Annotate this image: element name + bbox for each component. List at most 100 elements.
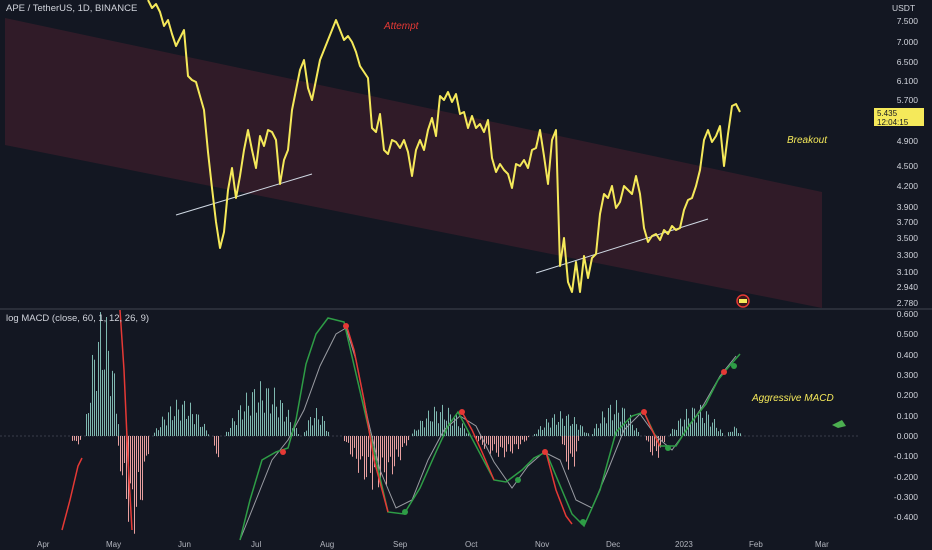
crossover-dot — [665, 445, 671, 451]
histogram-bar — [556, 424, 557, 436]
histogram-bar — [680, 418, 681, 436]
histogram-bar — [674, 429, 675, 436]
histogram-bar — [712, 422, 713, 436]
histogram-bar — [216, 436, 217, 454]
histogram-bar — [328, 431, 329, 436]
histogram-bar — [528, 436, 529, 438]
histogram-bar — [524, 436, 525, 442]
time-axis-label: Aug — [320, 540, 335, 549]
histogram-bar — [118, 424, 119, 436]
histogram-bar — [486, 436, 487, 444]
histogram-bar — [356, 436, 357, 459]
histogram-bar — [422, 420, 423, 436]
histogram-bar — [572, 436, 573, 457]
histogram-bar — [100, 312, 101, 436]
histogram-bar — [314, 418, 315, 436]
histogram-bar — [430, 421, 431, 436]
histogram-bar — [104, 369, 105, 436]
macd-line-down-1 — [61, 457, 83, 531]
histogram-bar — [566, 436, 567, 462]
time-axis-label: Feb — [749, 540, 763, 549]
time-axis-label: Sep — [393, 540, 408, 549]
histogram-bar — [440, 412, 441, 436]
histogram-bar — [386, 436, 387, 485]
histogram-bar — [574, 436, 575, 467]
histogram-bar — [546, 418, 547, 436]
histogram-bar — [186, 418, 187, 436]
histogram-bar — [174, 416, 175, 436]
flag-icon[interactable] — [736, 294, 750, 308]
price-axis-unit: USDT — [892, 3, 916, 13]
histogram-bar — [442, 404, 443, 436]
price-axis-label: 2.780 — [896, 298, 918, 308]
histogram-bar — [660, 436, 661, 448]
histogram-bar — [390, 436, 391, 457]
histogram-bar — [698, 414, 699, 436]
histogram-bar — [108, 350, 109, 436]
histogram-bar — [290, 422, 291, 436]
histogram-bar — [414, 429, 415, 436]
histogram-bar — [492, 436, 493, 451]
leaf-icon — [832, 420, 846, 428]
histogram-bar — [592, 434, 593, 436]
crossover-dot — [459, 409, 465, 415]
histogram-bar — [672, 428, 673, 436]
crossover-dot — [721, 369, 727, 375]
last-price: 5.435 — [877, 109, 898, 118]
crossover-dot — [542, 449, 548, 455]
histogram-bar — [518, 436, 519, 450]
histogram-bar — [344, 436, 345, 442]
histogram-bar — [506, 436, 507, 452]
histogram-bar — [510, 436, 511, 452]
macd-axis-label: -0.300 — [893, 492, 918, 502]
price-axis-label: 3.700 — [896, 217, 918, 227]
histogram-bar — [634, 430, 635, 436]
histogram-bar — [686, 408, 687, 436]
histogram-bar — [118, 436, 119, 446]
histogram-bar — [126, 436, 127, 499]
histogram-bar — [166, 425, 167, 436]
time-axis-label: May — [106, 540, 122, 549]
histogram-bar — [572, 424, 573, 436]
histogram-bar — [736, 428, 737, 436]
histogram-bar — [116, 413, 117, 436]
histogram-bar — [610, 404, 611, 436]
histogram-bar — [146, 436, 147, 456]
histogram-bar — [288, 409, 289, 436]
histogram-bar — [628, 420, 629, 436]
histogram-bar — [578, 436, 579, 441]
histogram-bar — [144, 436, 145, 462]
histogram-bar — [670, 433, 671, 436]
histogram-bar — [86, 414, 87, 436]
price-axis-label: 3.500 — [896, 233, 918, 243]
histogram-bar — [260, 381, 261, 436]
price-axis-label: 4.900 — [896, 136, 918, 146]
histogram-bar — [348, 436, 349, 443]
price-axis-label: 7.500 — [896, 16, 918, 26]
histogram-bar — [162, 416, 163, 436]
histogram-bar — [478, 436, 479, 442]
histogram-bar — [444, 419, 445, 436]
histogram-bar — [462, 423, 463, 436]
histogram-bar — [452, 425, 453, 436]
histogram-bar — [392, 436, 393, 475]
histogram-bar — [282, 402, 283, 436]
histogram-bar — [262, 400, 263, 436]
crossover-dot — [402, 509, 408, 515]
histogram-bar — [276, 406, 277, 436]
histogram-bar — [568, 414, 569, 436]
histogram-bar — [540, 426, 541, 436]
histogram-bar — [394, 436, 395, 467]
histogram-bar — [696, 422, 697, 436]
histogram-bar — [106, 317, 107, 436]
histogram-bar — [254, 389, 255, 436]
histogram-bar — [124, 436, 125, 464]
histogram-bar — [432, 421, 433, 436]
histogram-bar — [306, 430, 307, 436]
histogram-bar — [112, 370, 113, 436]
histogram-bar — [182, 404, 183, 436]
histogram-bar — [494, 436, 495, 445]
histogram-bar — [246, 392, 247, 436]
histogram-bar — [554, 414, 555, 436]
